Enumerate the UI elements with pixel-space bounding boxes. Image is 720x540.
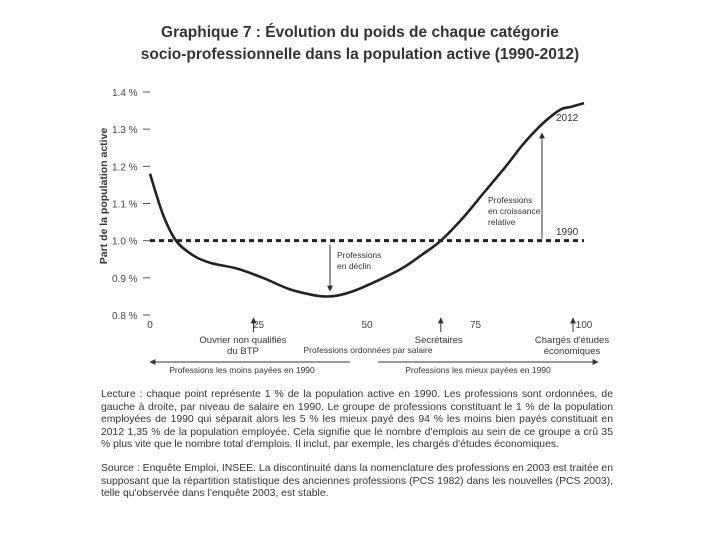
y-tick-label: 1.4 %: [112, 88, 138, 99]
title-line-2: socio-professionnelle dans la population…: [140, 46, 580, 63]
marker-label-secretaires: Secrétaires: [415, 335, 463, 346]
source-note: Source : Enquête Emploi, INSEE. La disco…: [101, 463, 613, 500]
line-chart: 1.4 % 1.3 % 1.2 % 1.1 % 1.0 % 0.9 % 0.8 % Part …: [98, 88, 609, 375]
growth-annotation: Professions en croissance relative: [488, 195, 541, 227]
x-tick-label: 50: [361, 320, 373, 331]
y-axis-label: Part de la population active: [98, 128, 110, 265]
y-tick-label: 1.0 %: [112, 237, 138, 248]
x-tick-label: 25: [253, 320, 265, 331]
y-tick-label: 0.9 %: [112, 274, 138, 285]
y-tick-label: 1.3 %: [112, 125, 138, 136]
y-tick-label: 0.8 %: [112, 311, 138, 322]
y-tick-label: 1.2 %: [112, 162, 138, 173]
title-line-1: Graphique 7 : Évolution du poids de chaq…: [161, 24, 559, 41]
decline-annotation: Professions en déclin: [337, 250, 381, 271]
low-pay-label: Professions les moins payées en 1990: [169, 365, 315, 375]
x-tick-label: 100: [576, 320, 593, 331]
x-axis-label: Professions ordonnées par salaire: [304, 345, 433, 355]
reading-note: Lecture : chaque point représente 1 % de…: [101, 389, 613, 451]
x-tick-label: 75: [470, 320, 482, 331]
label-2012: 2012: [556, 113, 579, 124]
chart-title: Graphique 7 : Évolution du poids de chaq…: [0, 22, 720, 66]
marker-label-charges: Chargés d'études économiques: [535, 335, 609, 357]
marker-label-ouvrier: Ouvrier non qualifiés du BTP: [199, 335, 286, 357]
y-tick-label: 1.1 %: [112, 200, 138, 211]
series-2012-line: [148, 101, 585, 298]
high-pay-label: Professions les mieux payées en 1990: [405, 365, 551, 375]
x-tick-label: 0: [147, 320, 153, 331]
label-1990: 1990: [556, 227, 579, 238]
